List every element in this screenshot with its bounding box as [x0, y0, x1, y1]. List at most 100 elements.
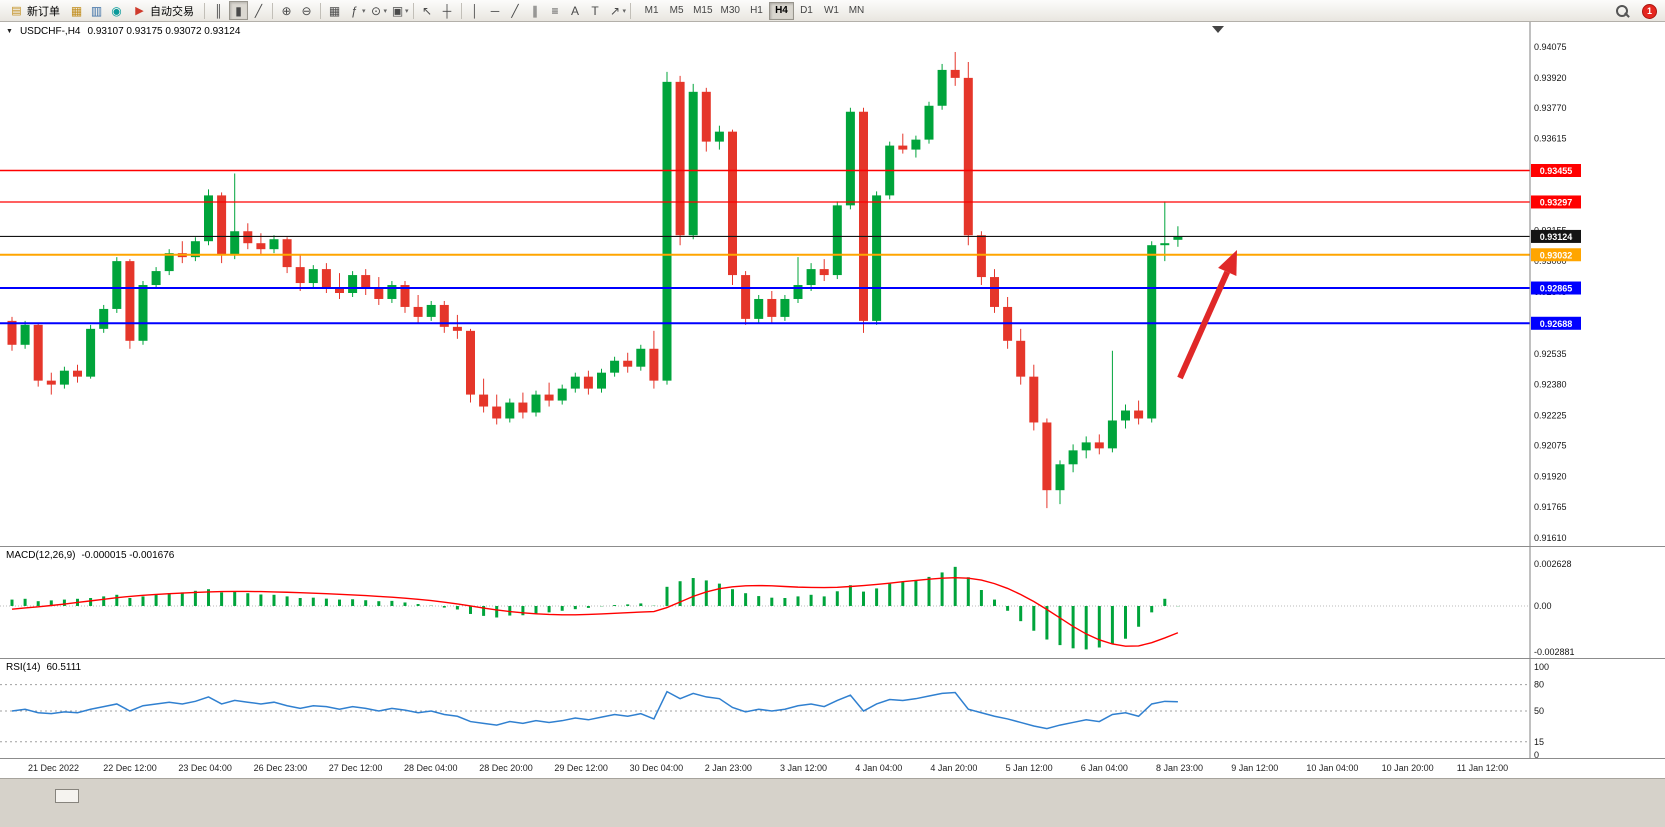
svg-text:0.93297: 0.93297 [1540, 197, 1573, 207]
macd-values: -0.000015 -0.001676 [81, 550, 175, 561]
charts-icon[interactable]: ▦ [70, 3, 83, 18]
candle [426, 300, 436, 321]
tile-windows-icon[interactable]: ▦ [328, 3, 341, 18]
vertical-line-icon[interactable]: │ [471, 3, 479, 18]
candle [701, 87, 711, 152]
tf-button-w1[interactable]: W1 [819, 2, 844, 20]
tf-button-m30[interactable]: M30 [717, 2, 744, 20]
crosshair-icon[interactable]: ┼ [442, 3, 452, 18]
candle [230, 173, 240, 260]
candle [439, 300, 449, 333]
candle [675, 75, 685, 246]
candle [151, 267, 161, 290]
text-tool-icon[interactable]: A [571, 3, 580, 18]
candle [649, 330, 659, 389]
arrow-tool-icon[interactable]: ↗ [610, 3, 621, 18]
candle [413, 294, 423, 323]
time-axis[interactable]: 21 Dec 2022 22 Dec 12:00 23 Dec 04:00 26 De… [0, 758, 1665, 778]
candle [1081, 436, 1091, 459]
time-label: 26 Dec 23:00 [253, 763, 308, 773]
svg-text:0.93455: 0.93455 [1540, 166, 1573, 176]
trend-arrow[interactable] [1177, 250, 1237, 380]
candle [688, 83, 698, 240]
channel-icon[interactable]: ∥ [532, 3, 539, 18]
chevron-down-icon[interactable]: ▾ [383, 7, 388, 15]
bottom-strip [0, 778, 1665, 827]
candle [73, 364, 82, 383]
tf-button-m1[interactable]: M1 [639, 2, 664, 20]
candle [295, 255, 305, 292]
candle [583, 370, 593, 395]
cursor-icon[interactable]: ↖ [422, 3, 433, 18]
candle [308, 265, 318, 288]
time-label: 22 Dec 12:00 [103, 763, 157, 773]
candles-layer [7, 51, 1183, 509]
scrollbar-thumb[interactable] [55, 789, 79, 803]
tf-button-h1[interactable]: H1 [744, 2, 769, 20]
zoom-out-icon[interactable]: ⊖ [301, 3, 312, 18]
notification-badge[interactable]: 1 [1642, 3, 1657, 19]
candle [387, 281, 397, 303]
candle [1042, 418, 1052, 509]
bar-chart-type-icon[interactable]: ║ [214, 3, 223, 18]
macd-canvas[interactable]: 0.002628 0.00 -0.002881 [0, 547, 1665, 659]
candle [1094, 434, 1104, 455]
rsi-canvas[interactable]: 100 80 50 15 0 [0, 659, 1665, 759]
svg-text:0.92380: 0.92380 [1534, 380, 1567, 390]
candle [976, 231, 986, 286]
candle [937, 63, 947, 110]
toolbar-right: 1 [1615, 0, 1657, 22]
new-order-button[interactable]: ▤ 新订单 [4, 1, 66, 20]
toolbar-separator [272, 2, 273, 19]
zoom-in-icon[interactable]: ⊕ [281, 3, 292, 18]
macd-axis-label: 0.00 [1534, 601, 1552, 611]
label-tool-icon[interactable]: T [591, 3, 599, 18]
time-label: 29 Dec 12:00 [554, 763, 608, 773]
tf-button-m15[interactable]: M15 [689, 2, 716, 20]
tf-button-mn[interactable]: MN [844, 2, 869, 20]
rsi-label: RSI(14) 60.5111 [6, 662, 81, 673]
periods-icon[interactable]: ⊙ [370, 3, 382, 18]
candle [479, 378, 489, 413]
tf-button-d1[interactable]: D1 [794, 2, 819, 20]
candle [112, 257, 122, 313]
chevron-down-icon[interactable]: ▾ [405, 7, 409, 15]
tf-button-m5[interactable]: M5 [664, 2, 689, 20]
price-badge: 0.93455 [1531, 163, 1581, 177]
candle [557, 384, 567, 405]
candle [1134, 400, 1144, 425]
candle [780, 294, 790, 321]
rsi-axis-label: 100 [1534, 662, 1549, 672]
candle [531, 390, 541, 417]
tf-button-h4[interactable]: H4 [768, 1, 794, 20]
navigator-icon[interactable]: ◉ [111, 3, 122, 18]
time-label: 6 Jan 04:00 [1080, 763, 1128, 773]
market-watch-icon[interactable]: ▥ [90, 3, 103, 18]
price-badge: 0.93297 [1531, 195, 1581, 209]
candle [819, 259, 829, 282]
line-chart-type-icon[interactable]: ╱ [254, 3, 263, 18]
trendline-icon[interactable]: ╱ [511, 3, 519, 18]
svg-text:0.91920: 0.91920 [1534, 471, 1567, 481]
autotrading-button[interactable]: ▶ 自动交易 [127, 1, 200, 20]
price-chart-canvas[interactable]: 0.940750.939200.937700.936150.934600.933… [0, 22, 1665, 546]
svg-text:0.92535: 0.92535 [1534, 349, 1567, 359]
templates-icon[interactable]: ▣ [391, 3, 404, 18]
collapse-icon[interactable]: ▼ [6, 28, 13, 35]
chevron-down-icon[interactable]: ▾ [362, 7, 366, 15]
fibonacci-icon[interactable]: ≡ [551, 3, 559, 18]
search-icon[interactable] [1615, 4, 1630, 19]
toolbar-separator [204, 2, 205, 19]
rsi-axis-label: 80 [1534, 680, 1544, 690]
chart-shift-marker[interactable] [1212, 26, 1224, 33]
indicators-icon[interactable]: ƒ [351, 3, 358, 18]
candle [845, 107, 855, 210]
candle [518, 392, 528, 419]
svg-text:0.93920: 0.93920 [1534, 73, 1567, 83]
candlestick-chart-type-icon[interactable]: ▮ [229, 1, 248, 20]
horizontal-line-icon[interactable]: ─ [490, 3, 500, 18]
chevron-down-icon[interactable]: ▾ [622, 7, 627, 15]
candle [1029, 364, 1039, 431]
time-label: 11 Jan 12:00 [1456, 763, 1509, 773]
time-label: 10 Jan 20:00 [1381, 763, 1434, 773]
